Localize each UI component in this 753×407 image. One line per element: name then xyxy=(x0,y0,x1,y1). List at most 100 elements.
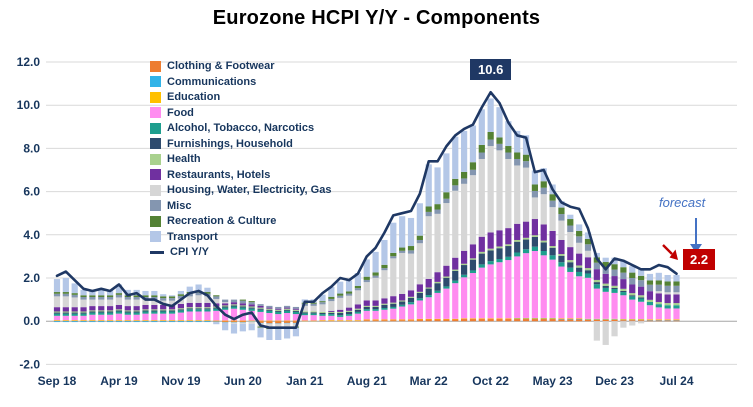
bar-segment xyxy=(292,327,300,337)
bar-segment xyxy=(540,319,547,322)
bar-segment xyxy=(505,228,512,245)
bar-segment xyxy=(584,238,592,245)
bar-segment xyxy=(425,297,432,319)
bar-segment xyxy=(443,192,450,199)
x-tick-label: Sep 18 xyxy=(38,374,77,388)
bar-segment xyxy=(328,312,335,315)
bar-segment xyxy=(514,158,521,166)
bar-segment xyxy=(239,323,246,332)
bar-segment xyxy=(372,306,379,310)
bar-segment xyxy=(407,302,415,305)
bar-segment xyxy=(620,267,627,273)
bar-segment xyxy=(664,285,671,293)
bar-segment xyxy=(80,295,87,298)
bar-segment xyxy=(124,299,131,307)
chart-legend: Clothing & Footwear Communications Educati… xyxy=(150,60,331,259)
bar-segment xyxy=(558,266,565,319)
bar-segment xyxy=(248,308,255,311)
bar-segment xyxy=(478,236,485,252)
bar-segment xyxy=(80,307,87,312)
end-arrow-icon xyxy=(669,249,678,260)
bar-segment xyxy=(266,320,273,322)
bar-segment xyxy=(142,305,149,310)
bar-segment xyxy=(230,299,238,303)
bar-segment xyxy=(319,311,326,313)
forecast-value-label: 2.2 xyxy=(683,249,716,270)
bar-segment xyxy=(390,303,397,307)
bar-segment xyxy=(230,304,238,306)
bar-segment xyxy=(443,277,450,287)
bar-segment xyxy=(646,320,654,322)
bar-segment xyxy=(363,282,370,301)
bar-segment xyxy=(53,313,61,316)
bar-segment xyxy=(133,306,140,311)
legend-swatch xyxy=(150,153,161,165)
bar-segment xyxy=(115,310,123,312)
bar-segment xyxy=(222,299,229,303)
bar-segment xyxy=(266,310,273,313)
bar-segment xyxy=(593,262,600,270)
bar-segment xyxy=(248,302,255,305)
bar-segment xyxy=(71,313,78,316)
bar-segment xyxy=(142,295,149,298)
bar-segment xyxy=(363,300,370,306)
bar-segment xyxy=(239,303,246,306)
x-tick-label: Oct 22 xyxy=(472,374,509,388)
bar-segment xyxy=(319,302,326,305)
legend-item: Food xyxy=(150,107,331,120)
bar-segment xyxy=(301,305,308,312)
bar-segment xyxy=(292,310,300,312)
bar-segment xyxy=(399,252,406,294)
bar-segment xyxy=(62,315,69,321)
bar-segment xyxy=(390,306,397,309)
legend-item: Communications xyxy=(150,76,331,89)
legend-item: Clothing & Footwear xyxy=(150,60,331,73)
bar-segment xyxy=(275,329,282,340)
bar-segment xyxy=(452,270,459,281)
bar-segment xyxy=(204,296,211,303)
bar-segment xyxy=(98,289,105,296)
bar-segment xyxy=(664,303,671,306)
bar-segment xyxy=(124,289,131,296)
bar-segment xyxy=(469,244,477,259)
bar-segment xyxy=(239,322,246,324)
bar-segment xyxy=(142,311,149,314)
bar-segment xyxy=(292,321,300,323)
bar-segment xyxy=(98,299,105,307)
bar-segment xyxy=(576,319,583,322)
bar-segment xyxy=(133,295,140,298)
bar-segment xyxy=(151,290,158,296)
bar-segment xyxy=(71,312,78,314)
bar-segment xyxy=(89,306,96,311)
bar-segment xyxy=(496,230,503,247)
bar-segment xyxy=(381,319,388,321)
bar-segment xyxy=(168,309,176,311)
bar-segment xyxy=(399,300,406,302)
legend-label: Housing, Water, Electricity, Gas xyxy=(167,184,332,196)
bar-segment xyxy=(62,312,69,314)
bar-segment xyxy=(213,310,220,321)
bar-segment xyxy=(345,280,353,292)
bar-segment xyxy=(399,301,406,305)
bar-segment xyxy=(593,318,600,320)
bar-segment xyxy=(478,264,485,268)
bar-segment xyxy=(407,253,415,291)
bar-segment xyxy=(363,310,370,320)
bar-segment xyxy=(478,158,485,237)
bar-segment xyxy=(549,317,556,319)
bar-segment xyxy=(496,258,503,263)
bar-segment xyxy=(611,321,618,337)
bar-segment xyxy=(107,312,114,315)
bar-segment xyxy=(425,318,432,320)
bar-segment xyxy=(576,253,583,266)
bar-segment xyxy=(522,237,530,240)
bar-segment xyxy=(620,260,627,268)
bar-segment xyxy=(673,281,680,286)
bar-segment xyxy=(549,247,556,256)
bar-segment xyxy=(98,295,105,298)
bar-segment xyxy=(602,287,609,292)
bar-segment xyxy=(629,295,636,297)
bar-segment xyxy=(195,309,202,312)
bar-segment xyxy=(514,317,521,319)
bar-segment xyxy=(514,256,521,318)
